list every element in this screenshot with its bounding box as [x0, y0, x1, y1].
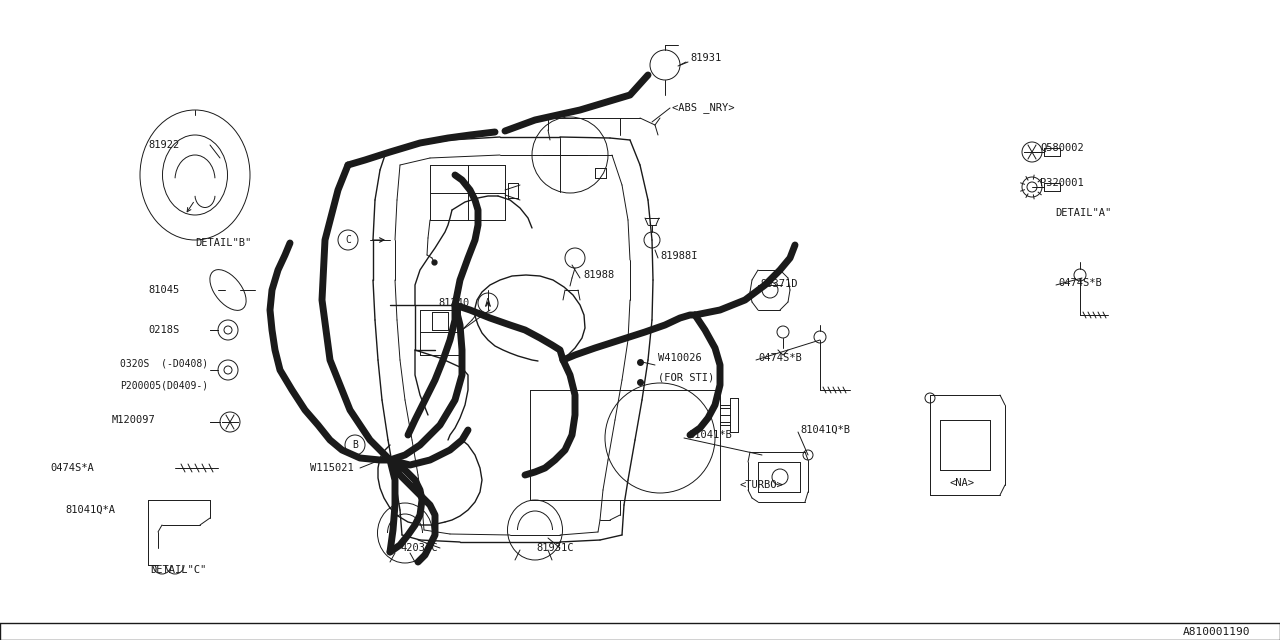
Text: <ABS ̲NRY>: <ABS ̲NRY> — [672, 102, 735, 113]
Text: C: C — [346, 235, 351, 245]
Text: 81045: 81045 — [148, 285, 179, 295]
Text: A: A — [485, 298, 492, 308]
Text: A810001190: A810001190 — [1183, 627, 1251, 637]
Text: Q580002: Q580002 — [1039, 143, 1084, 153]
Text: DETAIL"C": DETAIL"C" — [150, 565, 206, 575]
Text: DETAIL"B": DETAIL"B" — [195, 238, 251, 248]
Text: 0474S*A: 0474S*A — [50, 463, 93, 473]
Text: 42037C: 42037C — [399, 543, 438, 553]
Text: W410026: W410026 — [658, 353, 701, 363]
Text: 0320S  (-D0408): 0320S (-D0408) — [120, 358, 209, 368]
Text: DETAIL"A": DETAIL"A" — [1055, 208, 1111, 218]
Text: 90371D: 90371D — [760, 279, 797, 289]
Text: 81041Q*B: 81041Q*B — [800, 425, 850, 435]
Text: 0474S*B: 0474S*B — [1059, 278, 1102, 288]
Text: (FOR STI): (FOR STI) — [658, 373, 714, 383]
Text: M120097: M120097 — [113, 415, 156, 425]
Text: 0218S: 0218S — [148, 325, 179, 335]
Text: P200005(D0409-): P200005(D0409-) — [120, 380, 209, 390]
Text: 81988I: 81988I — [660, 251, 698, 261]
Text: 81240: 81240 — [438, 298, 470, 308]
Text: 81931C: 81931C — [536, 543, 573, 553]
Text: 81922: 81922 — [148, 140, 179, 150]
Text: B: B — [352, 440, 358, 450]
Text: 81041Q*A: 81041Q*A — [65, 505, 115, 515]
Text: 81931: 81931 — [690, 53, 721, 63]
Text: 81041*B: 81041*B — [689, 430, 732, 440]
Text: 81988: 81988 — [582, 270, 614, 280]
Text: 0474S*B: 0474S*B — [758, 353, 801, 363]
Text: <NA>: <NA> — [950, 478, 975, 488]
Text: W115021: W115021 — [310, 463, 353, 473]
Text: P320001: P320001 — [1039, 178, 1084, 188]
Text: <TURBO>: <TURBO> — [740, 480, 783, 490]
